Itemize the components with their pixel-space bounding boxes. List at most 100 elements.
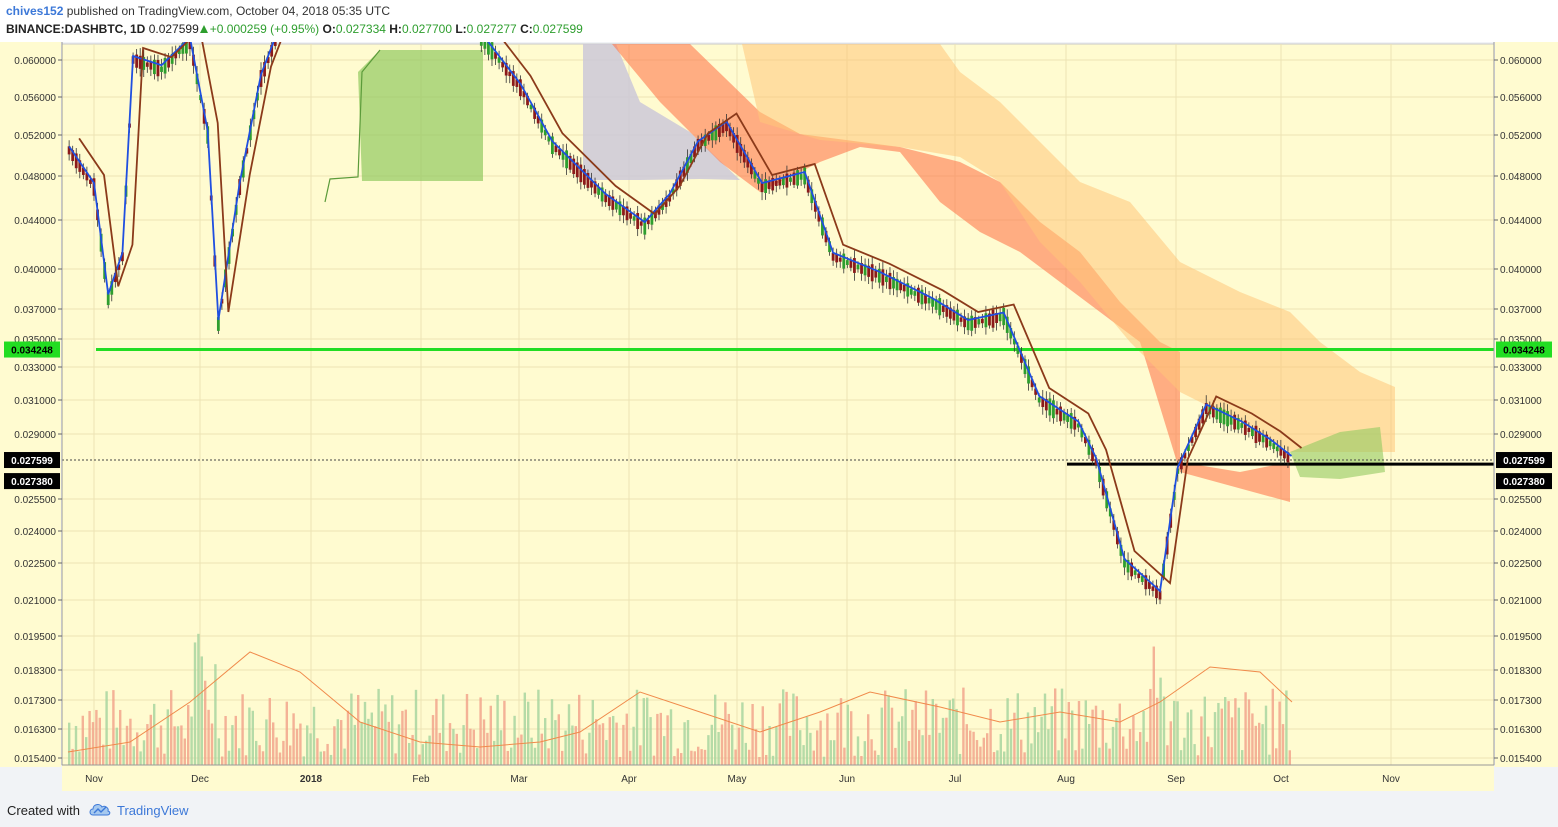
volume-bar (1135, 741, 1138, 765)
candle (952, 310, 956, 321)
volume-bar (380, 711, 384, 765)
candle (487, 42, 490, 55)
volume-bar (1009, 728, 1013, 765)
volume-bar (323, 751, 326, 765)
volume-bar (1247, 699, 1251, 765)
candle (156, 59, 160, 77)
candle (970, 315, 974, 331)
candle (778, 179, 782, 186)
volume-bar (193, 642, 197, 765)
candle (1279, 447, 1283, 456)
volume-bar (938, 732, 941, 765)
candle (774, 180, 778, 186)
volume-bar (1047, 729, 1050, 765)
price-badge-left (4, 473, 60, 490)
volume-bar (547, 748, 550, 765)
volume-bar (112, 690, 115, 765)
candle (135, 54, 139, 68)
volume-bar (421, 744, 424, 765)
volume-bar (578, 694, 581, 765)
candle (963, 316, 966, 328)
volume-bar (1230, 717, 1234, 765)
volume-bar (465, 693, 469, 765)
volume-bar (802, 745, 805, 765)
volume-bar (761, 706, 764, 765)
candle (1130, 562, 1133, 577)
candle (792, 172, 796, 185)
candle (522, 91, 526, 98)
volume-bar (646, 697, 649, 765)
volume-bar (826, 713, 829, 765)
tradingview-cloud-icon[interactable] (88, 801, 112, 817)
volume-bar (312, 706, 316, 765)
volume-bar (918, 729, 921, 765)
y-tick-label-right: 0.024000 (1500, 527, 1542, 538)
volume-bar (295, 728, 299, 765)
candle (582, 169, 586, 185)
volume-bar (472, 729, 475, 765)
volume-bar (911, 709, 914, 765)
candle (625, 206, 629, 221)
candle (995, 313, 998, 323)
volume-bar (81, 715, 84, 765)
volume-bar (935, 703, 938, 765)
candle (184, 42, 188, 54)
volume-bar (482, 719, 486, 765)
volume-bar (442, 694, 445, 765)
volume-bar (248, 707, 251, 765)
volume-bar (459, 752, 462, 765)
author-link[interactable]: chives152 (6, 4, 64, 18)
volume-bar (1271, 688, 1274, 765)
kijun-line (78, 42, 1303, 585)
candle (138, 55, 142, 69)
candle (515, 79, 519, 87)
candle (835, 254, 839, 263)
volume-bar (329, 754, 333, 765)
volume-bar (1281, 724, 1285, 765)
volume-bar (1122, 736, 1125, 765)
volume-bar (1084, 700, 1087, 765)
candle (728, 127, 732, 137)
volume-bar (1193, 744, 1196, 765)
volume-bar (340, 720, 343, 765)
candle (1119, 544, 1123, 556)
change-value: +0.000259 (+0.95%) (209, 22, 320, 36)
volume-bar (414, 689, 418, 765)
volume-bar (1261, 724, 1264, 765)
volume-bar (931, 698, 934, 765)
candle (682, 166, 686, 177)
y-tick-label-left: 0.015400 (14, 754, 56, 765)
y-tick-label-left: 0.024000 (14, 527, 56, 538)
candle (81, 167, 85, 175)
candle (1020, 353, 1023, 363)
y-tick-label-right: 0.021000 (1500, 596, 1542, 607)
volume-bar (843, 747, 846, 765)
symbol-label[interactable]: BINANCE:DASHBTC, 1D (6, 22, 146, 36)
tradingview-link[interactable]: TradingView (117, 803, 189, 818)
x-tick-label: Aug (1057, 774, 1075, 785)
volume-bar (652, 755, 656, 765)
candle (1073, 416, 1077, 430)
volume-bar (204, 680, 207, 765)
volume-bar (241, 694, 244, 765)
volume-bar (139, 751, 142, 765)
candle (1215, 407, 1219, 420)
candle (1268, 440, 1272, 447)
candle (526, 95, 529, 106)
candle (1247, 427, 1251, 432)
y-tick-label-left: 0.037000 (14, 305, 56, 316)
volume-bar (1060, 688, 1064, 765)
candle (177, 49, 181, 55)
y-tick-label-right: 0.025500 (1500, 495, 1542, 506)
price-badge-label-left: 0.027599 (11, 456, 53, 467)
created-with-text: Created with (7, 803, 80, 818)
volume-bar (724, 702, 727, 765)
candle (519, 79, 522, 97)
volume-bar (119, 709, 122, 765)
candle (586, 172, 590, 188)
volume-bar (775, 726, 778, 765)
volume-bar (1149, 688, 1152, 765)
y-tick-label-right: 0.033000 (1500, 363, 1542, 374)
candle (948, 307, 952, 319)
chart-canvas[interactable]: 0.060000 0.060000 0.056000 0.056000 0.052000… (0, 42, 1558, 796)
